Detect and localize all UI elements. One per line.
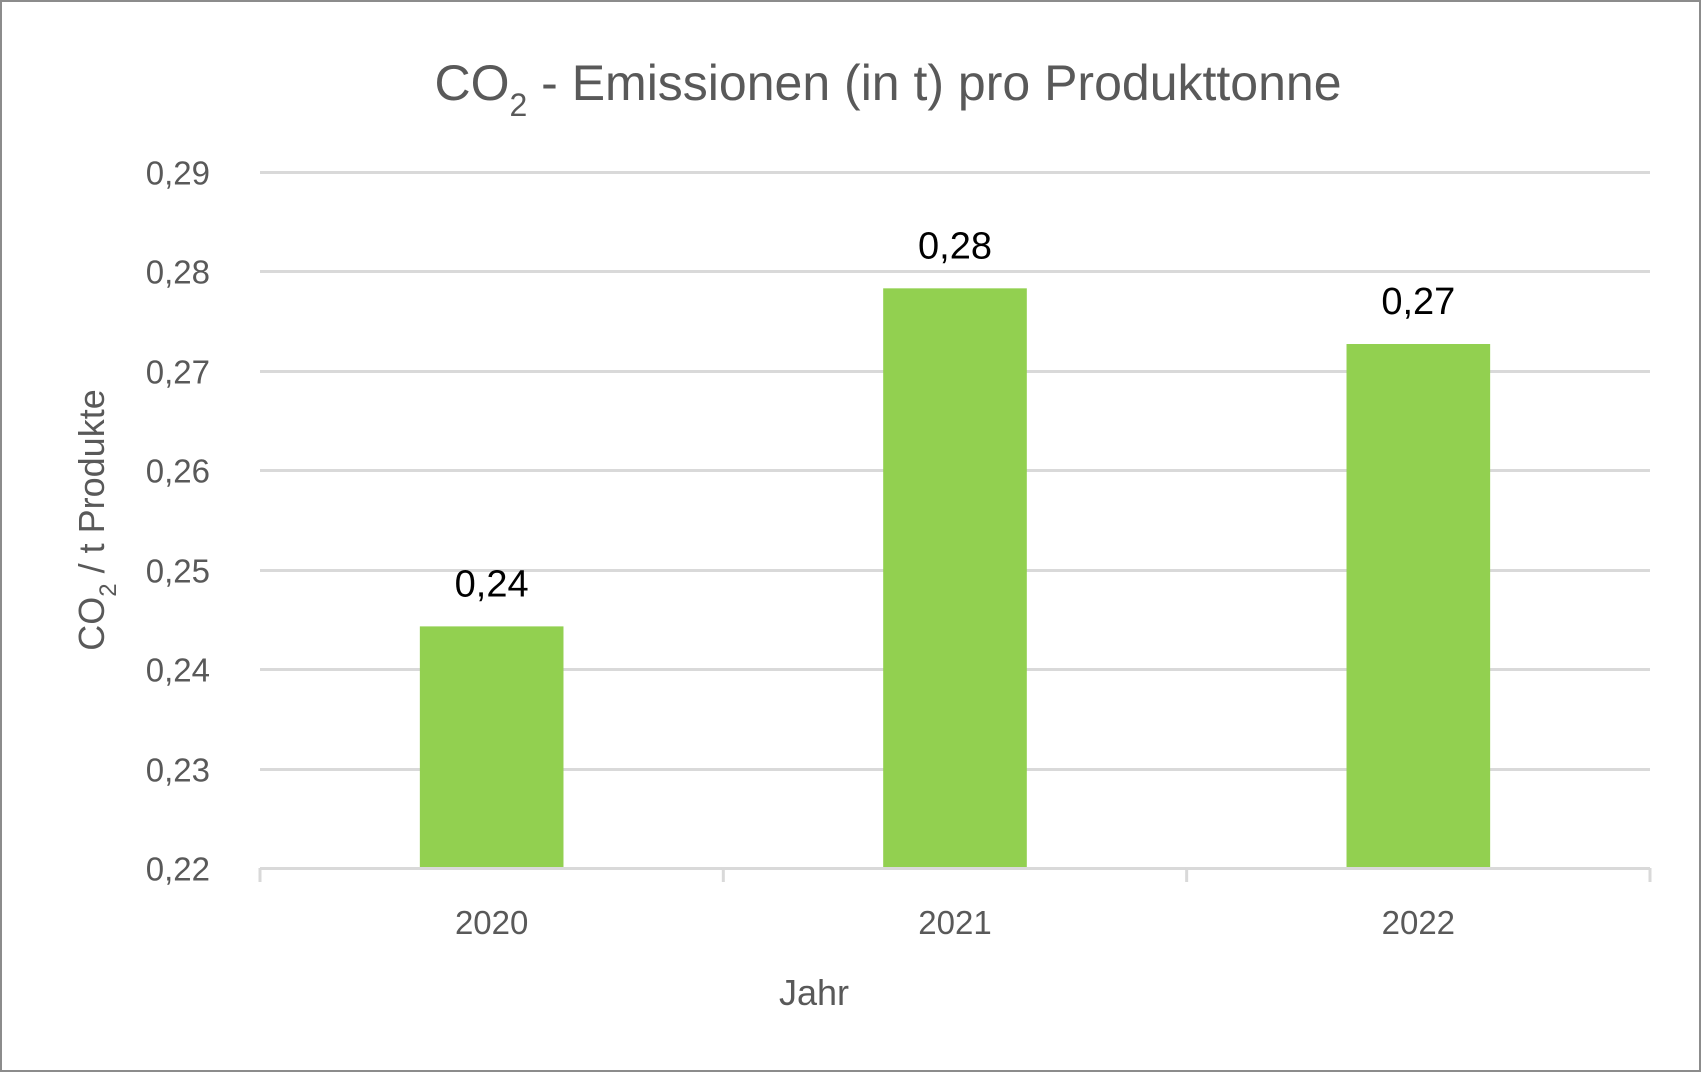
y-axis-title-subscript: 2 (95, 583, 122, 596)
chart-title-prefix: CO (434, 55, 509, 111)
y-tick-label: 0,26 (146, 453, 210, 490)
data-labels: 0,24 0,28 0,27 (455, 225, 1456, 605)
y-tick-label: 0,28 (146, 254, 210, 291)
y-tick-label: 0,25 (146, 553, 210, 590)
x-tick-label: 2022 (1382, 904, 1455, 941)
bar-2020 (419, 626, 564, 868)
x-axis-title: Jahr (779, 972, 849, 1013)
y-axis-title-suffix: / t Produkte (71, 389, 112, 583)
chart-title: CO2 - Emissionen (in t) pro Produkttonne (434, 55, 1341, 123)
y-tick-label: 0,23 (146, 752, 210, 789)
data-label-2020: 0,24 (455, 563, 529, 605)
y-tick-label: 0,22 (146, 851, 210, 888)
y-tick-label: 0,29 (146, 155, 210, 192)
bar-2022 (1346, 344, 1491, 868)
chart-title-suffix: - Emissionen (in t) pro Produkttonne (527, 55, 1341, 111)
x-tick-label: 2021 (918, 904, 991, 941)
y-axis-ticks: 0,22 0,23 0,24 0,25 0,26 0,27 0,28 0,29 (146, 155, 210, 888)
data-label-2021: 0,28 (918, 225, 992, 267)
x-axis: 2020 2021 2022 (258, 867, 1652, 941)
chart-title-subscript: 2 (509, 87, 527, 123)
y-axis-title: CO2 / t Produkte (71, 389, 122, 650)
x-tick-label: 2020 (455, 904, 528, 941)
y-axis-title-prefix: CO (71, 597, 112, 651)
data-label-2022: 0,27 (1381, 281, 1455, 323)
y-tick-label: 0,27 (146, 354, 210, 391)
bar-2021 (883, 288, 1027, 868)
bars (419, 288, 1491, 868)
y-tick-label: 0,24 (146, 652, 210, 689)
